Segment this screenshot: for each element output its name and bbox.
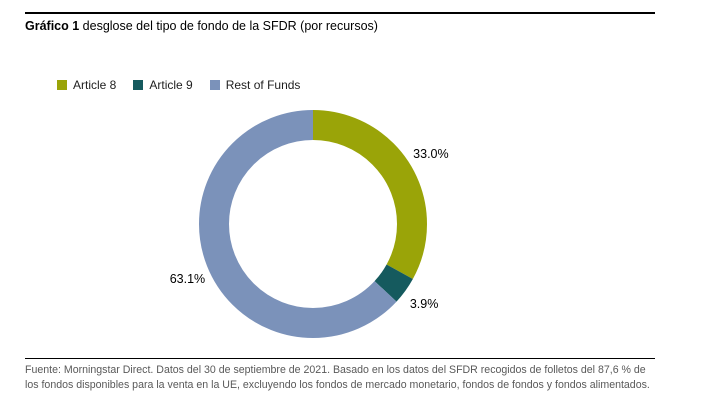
chart-title-text: desglose del tipo de fondo de la SFDR (p… bbox=[79, 19, 378, 33]
top-rule bbox=[25, 12, 655, 14]
legend-label-rest-of-funds: Rest of Funds bbox=[225, 78, 301, 92]
chart-title-number: Gráfico 1 bbox=[25, 19, 80, 33]
legend-item-article-9: Article 9 bbox=[133, 78, 193, 92]
chart-title: Gráfico 1 desglose del tipo de fondo de … bbox=[25, 19, 378, 33]
donut-segment-rest-of-funds bbox=[199, 110, 427, 338]
legend-label-article-9: Article 9 bbox=[149, 78, 193, 92]
data-label-article-9: 3.9% bbox=[409, 297, 439, 312]
legend-swatch-rest-of-funds bbox=[209, 80, 220, 90]
legend-item-rest-of-funds: Rest of Funds bbox=[209, 78, 301, 92]
bottom-rule bbox=[25, 358, 655, 359]
data-label-rest-of-funds: 63.1% bbox=[169, 271, 206, 286]
donut-chart bbox=[199, 110, 427, 338]
chart-legend: Article 8 Article 9 Rest of Funds bbox=[57, 78, 300, 92]
source-note: Fuente: Morningstar Direct. Datos del 30… bbox=[25, 364, 650, 391]
legend-swatch-article-8 bbox=[57, 80, 67, 90]
legend-item-article-8: Article 8 bbox=[57, 78, 116, 92]
data-label-article-8: 33.0% bbox=[413, 147, 449, 162]
legend-swatch-article-9 bbox=[133, 80, 144, 90]
legend-label-article-8: Article 8 bbox=[73, 78, 117, 92]
